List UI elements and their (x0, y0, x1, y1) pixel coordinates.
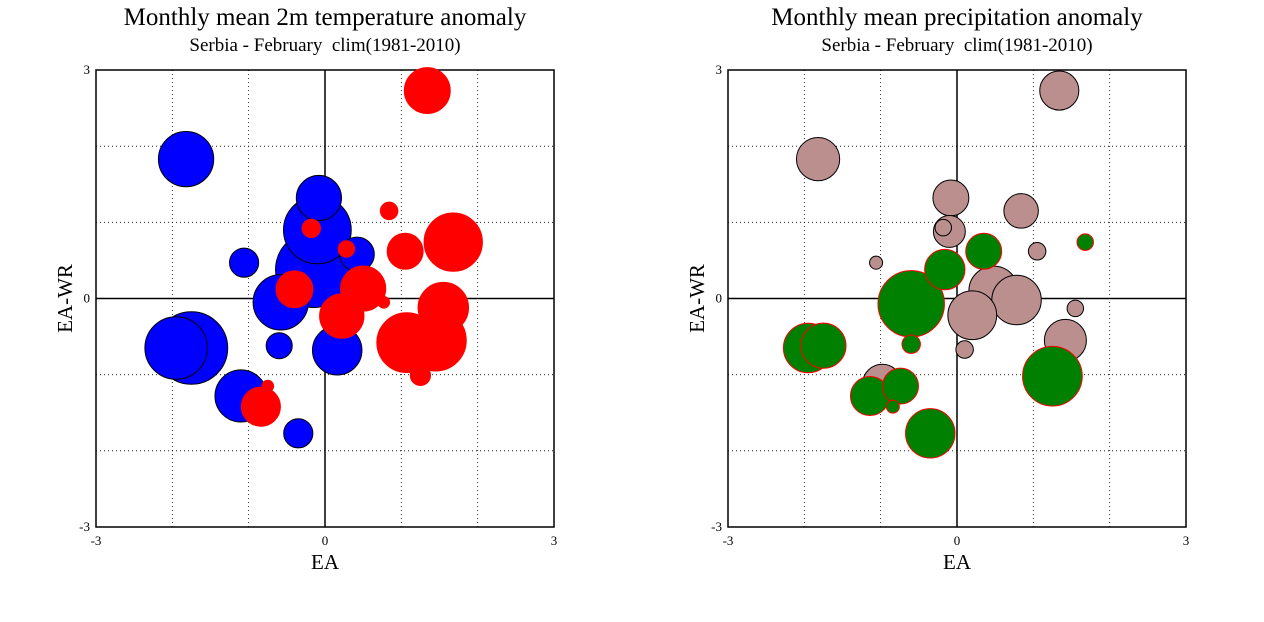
data-point (947, 290, 998, 341)
chart-subtitle: Serbia - February clim(1981-2010) (821, 35, 1093, 56)
data-point (1022, 345, 1083, 407)
x-tick-label: 0 (954, 533, 961, 548)
x-tick-label: -3 (91, 533, 102, 548)
chart-title: Monthly mean precipitation anomaly (771, 4, 1143, 31)
data-point (240, 386, 281, 427)
data-point (301, 218, 321, 239)
data-point (905, 408, 956, 459)
data-point (885, 399, 900, 414)
data-point (901, 334, 921, 354)
x-tick-label: 3 (1183, 533, 1190, 548)
chart-title: Monthly mean 2m temperature anomaly (123, 4, 527, 31)
data-point (1076, 233, 1094, 251)
data-point (261, 379, 275, 393)
x-tick-label: -3 (723, 533, 734, 548)
data-point (991, 274, 1042, 326)
data-point (229, 247, 260, 278)
data-point (377, 295, 391, 309)
data-point (337, 240, 356, 258)
y-tick-label: -3 (711, 519, 722, 534)
data-point (965, 232, 1003, 270)
temperature-panel: Monthly mean 2m temperature anomaly Serb… (53, 4, 558, 574)
data-point (157, 130, 215, 188)
data-point (1027, 242, 1047, 261)
data-point (144, 316, 208, 380)
data-point (1003, 193, 1039, 229)
temperature-scatter-plot: -3 0 3 3 0 -3 EA EA-WR (53, 62, 558, 574)
data-point (379, 201, 399, 221)
data-point (409, 364, 432, 387)
y-tick-label: 3 (84, 62, 91, 77)
data-point (869, 255, 884, 270)
data-point (955, 340, 974, 359)
data-point (423, 212, 483, 272)
data-point (265, 332, 293, 360)
data-point (386, 232, 424, 270)
data-point (882, 367, 919, 405)
data-point (932, 179, 970, 217)
chart-subtitle: Serbia - February clim(1981-2010) (189, 35, 461, 56)
data-point (295, 174, 342, 222)
y-axis-label: EA-WR (53, 264, 77, 333)
x-axis-label: EA (943, 550, 972, 574)
data-point (417, 281, 470, 334)
x-tick-label: 0 (322, 533, 329, 548)
y-tick-label: 3 (716, 62, 723, 77)
data-point (283, 418, 314, 449)
y-axis-label: EA-WR (685, 264, 709, 333)
data-point (1039, 70, 1080, 111)
precipitation-panel: Monthly mean precipitation anomaly Serbi… (632, 0, 1264, 622)
y-tick-label: 0 (716, 291, 723, 306)
data-point (795, 137, 841, 182)
data-point (319, 293, 365, 339)
data-point (924, 248, 966, 291)
data-point (934, 218, 953, 237)
y-tick-label: -3 (79, 519, 90, 534)
x-tick-label: 3 (551, 533, 558, 548)
data-point (403, 67, 451, 115)
data-point (800, 322, 847, 369)
data-point (275, 270, 314, 309)
y-tick-label: 0 (84, 291, 91, 306)
x-axis-label: EA (311, 550, 340, 574)
data-point (1066, 299, 1085, 318)
precipitation-scatter-plot: -3 0 3 3 0 -3 EA EA-WR (685, 62, 1190, 574)
data-point (376, 312, 438, 374)
